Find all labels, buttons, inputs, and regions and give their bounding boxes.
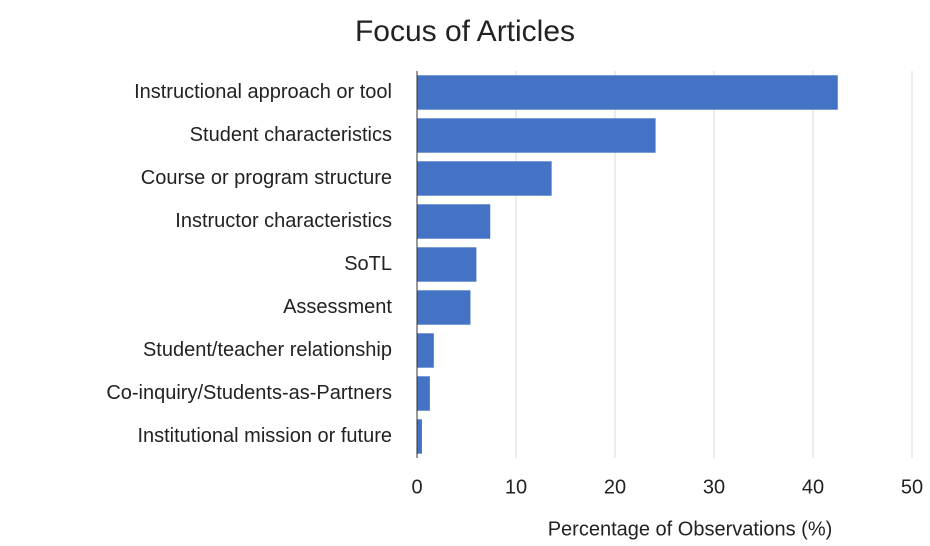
bar (417, 290, 471, 325)
bar (417, 161, 552, 196)
y-tick-label: Instructor characteristics (175, 210, 392, 232)
y-tick-label: SoTL (344, 253, 392, 275)
bar (417, 75, 838, 110)
x-tick-label: 40 (802, 476, 824, 498)
y-tick-label: Assessment (283, 296, 392, 318)
y-tick-label: Student/teacher relationship (143, 339, 392, 361)
bar (417, 419, 422, 454)
x-axis-label: Percentage of Observations (%) (548, 518, 833, 540)
chart-title: Focus of Articles (355, 15, 575, 48)
bar (417, 376, 430, 411)
y-tick-label: Co-inquiry/Students-as-Partners (106, 382, 392, 404)
bar (417, 118, 656, 153)
y-tick-label: Instructional approach or tool (134, 81, 392, 103)
x-tick-label: 10 (505, 476, 527, 498)
x-tick-label: 30 (703, 476, 725, 498)
x-tick-label: 20 (604, 476, 626, 498)
y-tick-label: Course or program structure (141, 167, 392, 189)
bar (417, 204, 491, 239)
bar (417, 333, 434, 368)
bar (417, 247, 477, 282)
y-tick-label: Institutional mission or future (137, 425, 392, 447)
x-tick-label: 50 (901, 476, 923, 498)
x-tick-label: 0 (411, 476, 422, 498)
y-tick-label: Student characteristics (190, 124, 392, 146)
